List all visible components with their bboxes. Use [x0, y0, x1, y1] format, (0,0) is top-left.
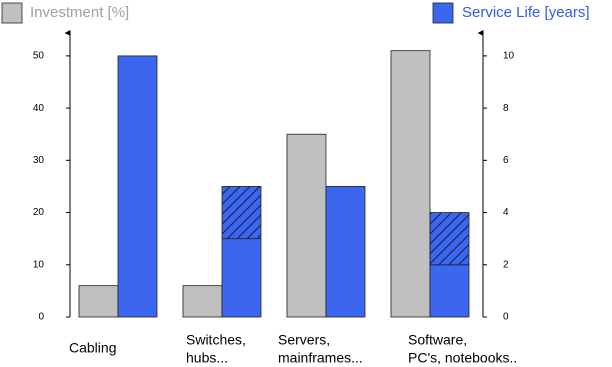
x-tick-label: Software,	[408, 332, 467, 348]
legend-label: Investment [%]	[30, 4, 129, 21]
bar	[429, 264, 470, 318]
x-tick-label: Servers,	[278, 332, 330, 348]
bar	[325, 186, 366, 318]
x-tick-label: mainframes...	[278, 350, 363, 366]
y2-tick-label: 8	[503, 103, 509, 114]
legend-swatch	[432, 2, 454, 24]
y2-tick-label: 10	[503, 51, 515, 62]
y-tick-label: 0	[38, 312, 44, 323]
bar	[182, 285, 223, 318]
y-tick-label: 50	[33, 51, 45, 62]
x-tick-label: Cabling	[69, 340, 116, 356]
x-tick-label: Switches,	[186, 332, 246, 348]
bar	[390, 50, 431, 318]
y2-tick-label: 0	[503, 312, 509, 323]
bar-range	[221, 186, 262, 240]
legend-label: Service Life [years]	[462, 4, 590, 21]
bar	[286, 133, 327, 318]
y-tick-label: 40	[33, 103, 45, 114]
y2-tick-label: 6	[503, 155, 509, 166]
bar	[221, 238, 262, 318]
y-tick-label: 10	[33, 259, 45, 270]
x-tick-label: hubs...	[186, 350, 228, 366]
y2-tick-label: 2	[503, 259, 509, 270]
legend-swatch	[1, 2, 23, 24]
x-tick-label: PC's, notebooks..	[408, 350, 517, 366]
y2-tick-label: 4	[503, 207, 509, 218]
y-tick-label: 30	[33, 155, 45, 166]
bar	[117, 55, 158, 318]
y-tick-label: 20	[33, 207, 45, 218]
bar-range	[429, 212, 470, 266]
bar	[78, 285, 119, 318]
